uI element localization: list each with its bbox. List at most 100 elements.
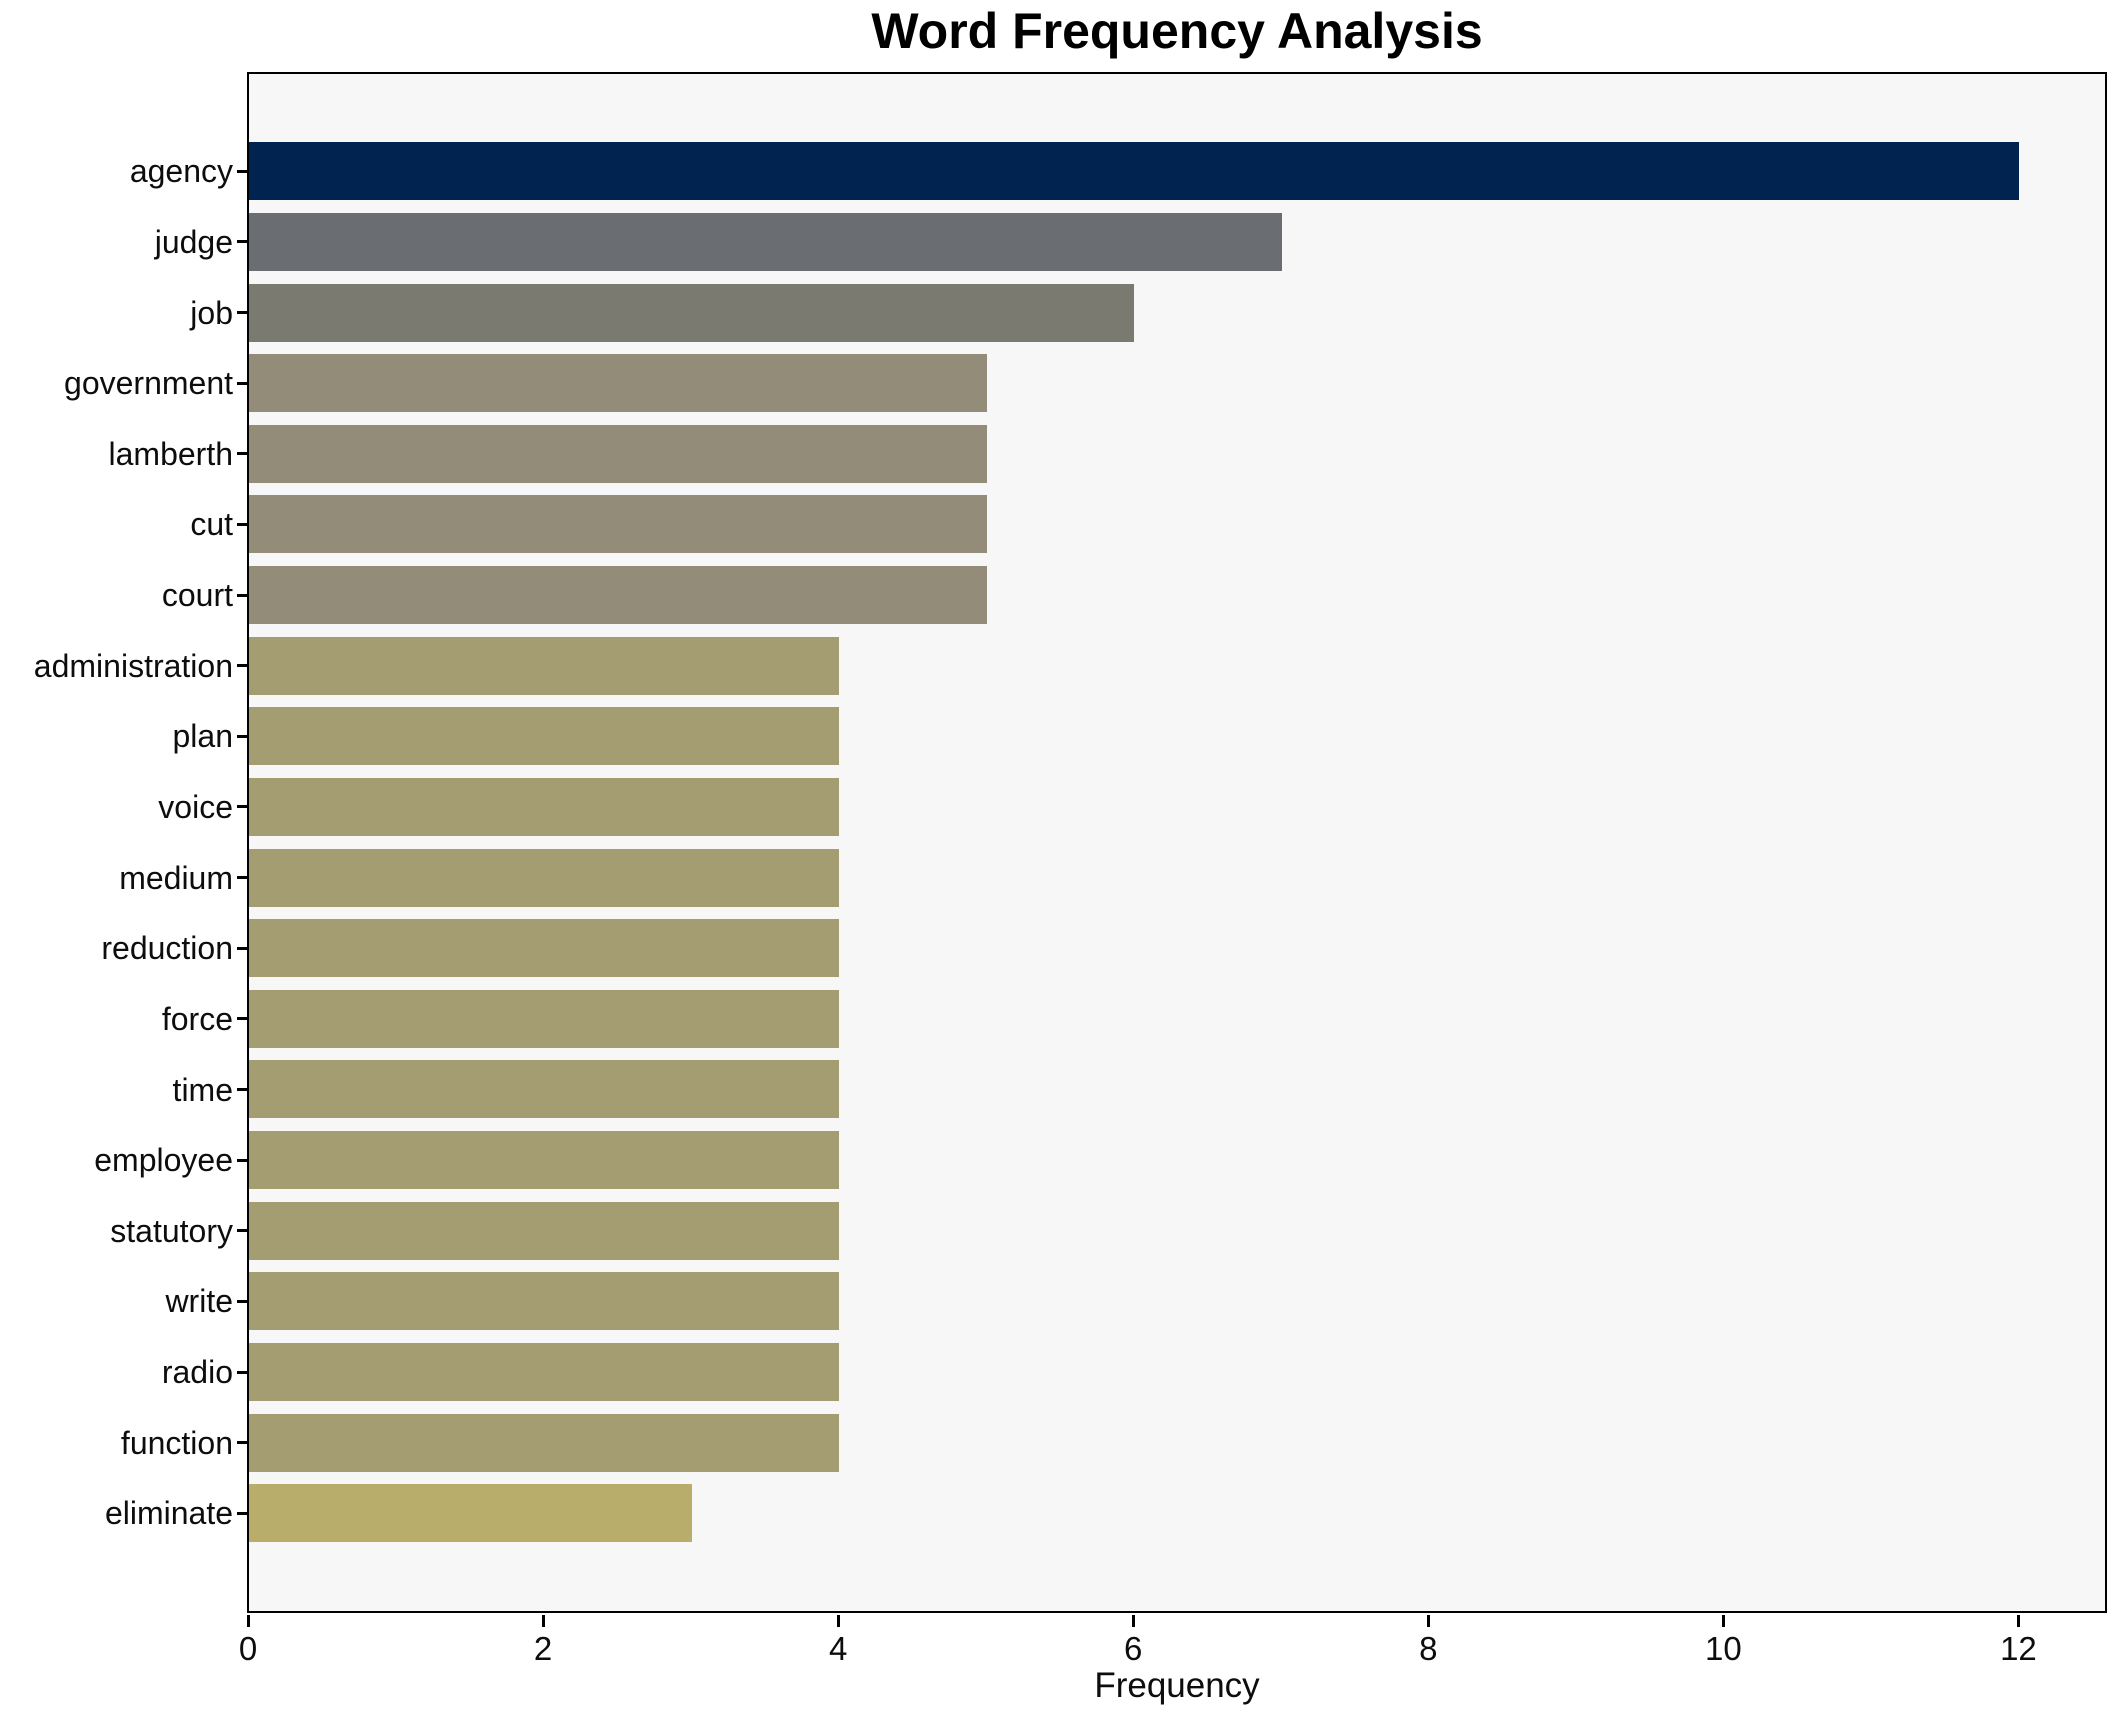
y-tick-mark xyxy=(237,1511,247,1515)
y-tick-label-function: function xyxy=(120,1424,233,1461)
bar-row xyxy=(249,489,2105,560)
x-tick-label-8: 8 xyxy=(1419,1630,1438,1667)
y-tick-mark xyxy=(237,734,247,738)
bar-job xyxy=(249,283,1135,342)
x-tick-mark xyxy=(2016,1615,2020,1627)
bar-reduction xyxy=(249,919,840,978)
y-tick-mark xyxy=(237,240,247,244)
y-tick-mark xyxy=(237,1017,247,1021)
y-tick-label-voice: voice xyxy=(158,788,233,825)
bar-plan xyxy=(249,707,840,766)
y-tick-mark xyxy=(237,452,247,456)
bar-write xyxy=(249,1272,840,1331)
y-tick-mark xyxy=(237,946,247,950)
x-tick-label-0: 0 xyxy=(238,1630,258,1667)
y-tick-label-force: force xyxy=(161,1000,233,1037)
y-tick-mark xyxy=(237,522,247,526)
x-tick-label-6: 6 xyxy=(1124,1630,1143,1667)
y-tick-mark xyxy=(237,1229,247,1233)
bar-statutory xyxy=(249,1201,840,1260)
plot-area xyxy=(247,72,2107,1613)
bar-function xyxy=(249,1413,840,1472)
bar-cut xyxy=(249,495,987,554)
y-tick-mark xyxy=(237,593,247,597)
bar-court xyxy=(249,566,987,625)
x-tick-mark xyxy=(1131,1615,1135,1627)
bar-row xyxy=(249,1195,2105,1266)
y-tick-label-statutory: statutory xyxy=(110,1212,233,1249)
y-tick-label-medium: medium xyxy=(119,859,233,896)
y-tick-mark xyxy=(237,169,247,173)
chart-title: Word Frequency Analysis xyxy=(871,3,1483,59)
bar-time xyxy=(249,1060,840,1119)
bar-row xyxy=(249,277,2105,348)
y-tick-label-lamberth: lamberth xyxy=(108,435,234,472)
bar-lamberth xyxy=(249,424,987,483)
bar-row xyxy=(249,1407,2105,1478)
y-tick-label-agency: agency xyxy=(129,153,233,190)
y-tick-mark xyxy=(237,311,247,315)
y-tick-label-cut: cut xyxy=(190,506,233,543)
bar-row xyxy=(249,1478,2105,1549)
bar-row xyxy=(249,630,2105,701)
x-tick-mark xyxy=(246,1615,250,1627)
bar-medium xyxy=(249,848,840,907)
bar-judge xyxy=(249,212,1282,271)
bar-row xyxy=(249,1125,2105,1196)
bars-container xyxy=(249,136,2105,1549)
x-tick-label-4: 4 xyxy=(828,1630,848,1667)
y-tick-mark xyxy=(237,381,247,385)
bar-row xyxy=(249,701,2105,772)
y-tick-mark xyxy=(237,876,247,880)
bar-agency xyxy=(249,142,2020,201)
x-tick-label-2: 2 xyxy=(533,1630,553,1667)
bar-row xyxy=(249,348,2105,419)
y-tick-label-plan: plan xyxy=(172,718,234,755)
y-tick-label-radio: radio xyxy=(161,1354,233,1391)
y-tick-mark xyxy=(237,1299,247,1303)
bar-row xyxy=(249,984,2105,1055)
bar-row xyxy=(249,913,2105,984)
y-tick-label-government: government xyxy=(64,365,233,402)
bar-row xyxy=(249,1266,2105,1337)
x-tick-label-10: 10 xyxy=(1704,1630,1742,1667)
x-tick-label-12: 12 xyxy=(2000,1630,2037,1667)
bar-voice xyxy=(249,777,840,836)
x-tick-mark xyxy=(541,1615,545,1627)
y-tick-mark xyxy=(237,1441,247,1445)
y-tick-mark xyxy=(237,664,247,668)
bar-row xyxy=(249,419,2105,490)
y-tick-mark xyxy=(237,1370,247,1374)
bar-row xyxy=(249,1054,2105,1125)
y-tick-label-employee: employee xyxy=(94,1142,233,1179)
bar-employee xyxy=(249,1131,840,1190)
bar-row xyxy=(249,136,2105,207)
bar-row xyxy=(249,1337,2105,1408)
y-tick-label-time: time xyxy=(172,1071,233,1108)
y-tick-label-court: court xyxy=(161,577,233,614)
y-tick-mark xyxy=(237,1088,247,1091)
y-tick-label-write: write xyxy=(165,1283,233,1320)
x-tick-mark xyxy=(836,1615,840,1627)
y-tick-label-judge: judge xyxy=(154,223,233,260)
x-axis-label: Frequency xyxy=(1094,1666,1260,1705)
y-tick-mark xyxy=(237,1158,247,1162)
bar-radio xyxy=(249,1342,840,1401)
x-tick-mark xyxy=(1721,1615,1725,1627)
y-tick-label-administration: administration xyxy=(33,647,233,684)
bar-administration xyxy=(249,636,840,695)
x-tick-mark xyxy=(1426,1615,1430,1627)
bar-force xyxy=(249,989,840,1048)
bar-row xyxy=(249,560,2105,631)
bar-row xyxy=(249,842,2105,913)
y-tick-label-eliminate: eliminate xyxy=(104,1495,233,1532)
y-tick-mark xyxy=(237,805,247,809)
y-tick-label-job: job xyxy=(190,294,233,331)
bar-government xyxy=(249,354,987,413)
bar-row xyxy=(249,772,2105,843)
y-tick-label-reduction: reduction xyxy=(101,930,233,967)
bar-eliminate xyxy=(249,1484,692,1543)
